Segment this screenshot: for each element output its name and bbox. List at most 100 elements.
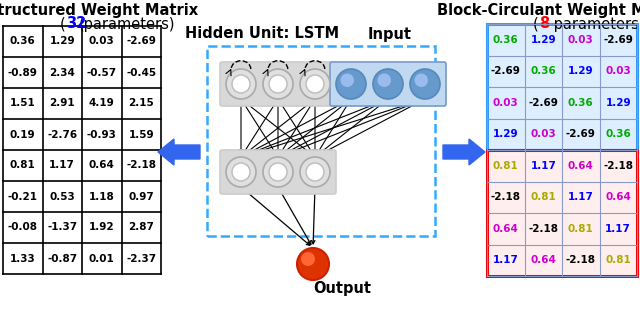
Text: 0.03: 0.03 xyxy=(531,129,556,139)
Circle shape xyxy=(232,163,250,181)
Circle shape xyxy=(226,157,256,187)
Text: 0.81: 0.81 xyxy=(568,224,594,234)
Text: -0.87: -0.87 xyxy=(47,254,77,264)
Text: 0.36: 0.36 xyxy=(493,35,518,45)
FancyBboxPatch shape xyxy=(487,150,637,276)
Text: 32: 32 xyxy=(66,16,86,31)
FancyBboxPatch shape xyxy=(487,24,637,150)
Circle shape xyxy=(269,163,287,181)
Circle shape xyxy=(226,69,256,99)
Text: 1.59: 1.59 xyxy=(129,130,154,140)
Text: -0.21: -0.21 xyxy=(8,191,38,201)
Text: Output: Output xyxy=(313,281,371,296)
Text: 0.81: 0.81 xyxy=(493,161,518,171)
Text: Unstructured Weight Matrix: Unstructured Weight Matrix xyxy=(0,3,198,18)
Text: 0.03: 0.03 xyxy=(89,36,115,46)
Text: 1.17: 1.17 xyxy=(493,255,518,265)
FancyBboxPatch shape xyxy=(220,150,336,194)
Text: -2.18: -2.18 xyxy=(126,161,156,170)
Text: 1.17: 1.17 xyxy=(605,224,631,234)
Circle shape xyxy=(301,252,315,266)
Text: (: ( xyxy=(533,16,539,31)
Text: 0.03: 0.03 xyxy=(605,66,631,76)
Text: parameters): parameters) xyxy=(79,16,175,31)
Text: 0.64: 0.64 xyxy=(493,224,518,234)
Text: 1.29: 1.29 xyxy=(568,66,593,76)
Text: 1.17: 1.17 xyxy=(568,192,594,202)
Text: 0.03: 0.03 xyxy=(493,98,518,108)
FancyArrow shape xyxy=(443,139,485,165)
Text: -0.45: -0.45 xyxy=(126,67,156,77)
FancyBboxPatch shape xyxy=(220,62,336,106)
Circle shape xyxy=(297,248,329,280)
Text: 0.64: 0.64 xyxy=(89,161,115,170)
Circle shape xyxy=(415,73,428,87)
Text: 1.29: 1.29 xyxy=(605,98,631,108)
Circle shape xyxy=(336,69,366,99)
FancyBboxPatch shape xyxy=(330,62,446,106)
Text: 0.64: 0.64 xyxy=(605,192,631,202)
Text: parameters): parameters) xyxy=(549,16,640,31)
Circle shape xyxy=(263,69,293,99)
Text: 0.81: 0.81 xyxy=(531,192,556,202)
Text: 1.17: 1.17 xyxy=(49,161,75,170)
Text: 0.03: 0.03 xyxy=(568,35,594,45)
Text: 0.81: 0.81 xyxy=(605,255,631,265)
Text: -0.89: -0.89 xyxy=(8,67,38,77)
Text: -2.76: -2.76 xyxy=(47,130,77,140)
Text: -2.18: -2.18 xyxy=(528,224,558,234)
Text: Input: Input xyxy=(368,26,412,41)
Text: -2.69: -2.69 xyxy=(604,35,633,45)
Circle shape xyxy=(410,69,440,99)
Text: -2.18: -2.18 xyxy=(491,192,521,202)
Text: 0.81: 0.81 xyxy=(10,161,36,170)
Text: 0.01: 0.01 xyxy=(89,254,115,264)
Text: 2.15: 2.15 xyxy=(129,99,154,109)
Circle shape xyxy=(306,75,324,93)
Circle shape xyxy=(306,163,324,181)
Text: 0.36: 0.36 xyxy=(568,98,594,108)
Text: Block-Circulant Weight Matrix: Block-Circulant Weight Matrix xyxy=(437,3,640,18)
Text: -2.69: -2.69 xyxy=(528,98,558,108)
Text: 2.91: 2.91 xyxy=(49,99,75,109)
Text: 0.19: 0.19 xyxy=(10,130,36,140)
Text: 0.36: 0.36 xyxy=(531,66,556,76)
Text: -2.69: -2.69 xyxy=(491,66,521,76)
Text: -2.69: -2.69 xyxy=(126,36,156,46)
Text: 1.33: 1.33 xyxy=(10,254,36,264)
Text: 1.18: 1.18 xyxy=(89,191,115,201)
Text: 0.53: 0.53 xyxy=(49,191,75,201)
Text: 2.87: 2.87 xyxy=(128,222,154,232)
Text: -0.57: -0.57 xyxy=(86,67,117,77)
Text: 0.36: 0.36 xyxy=(605,129,631,139)
Text: 1.29: 1.29 xyxy=(493,129,518,139)
Circle shape xyxy=(300,69,330,99)
Text: 8: 8 xyxy=(539,16,549,31)
Circle shape xyxy=(373,69,403,99)
Text: -2.18: -2.18 xyxy=(604,161,633,171)
Text: -2.18: -2.18 xyxy=(566,255,596,265)
Text: 4.19: 4.19 xyxy=(89,99,115,109)
Text: 1.51: 1.51 xyxy=(10,99,36,109)
Text: -2.69: -2.69 xyxy=(566,129,596,139)
Text: -2.37: -2.37 xyxy=(126,254,156,264)
Text: -0.93: -0.93 xyxy=(87,130,116,140)
Text: (: ( xyxy=(79,16,85,31)
Text: -1.37: -1.37 xyxy=(47,222,77,232)
Text: 0.64: 0.64 xyxy=(531,255,556,265)
Text: 0.97: 0.97 xyxy=(129,191,154,201)
Text: 0.36: 0.36 xyxy=(10,36,36,46)
FancyArrow shape xyxy=(158,139,200,165)
Text: -0.08: -0.08 xyxy=(8,222,38,232)
Circle shape xyxy=(378,73,391,87)
Circle shape xyxy=(232,75,250,93)
Circle shape xyxy=(263,157,293,187)
Text: 1.29: 1.29 xyxy=(531,35,556,45)
Text: (: ( xyxy=(60,16,66,31)
Text: 1.29: 1.29 xyxy=(49,36,75,46)
Text: Hidden Unit: LSTM: Hidden Unit: LSTM xyxy=(185,26,339,41)
Text: 1.92: 1.92 xyxy=(89,222,115,232)
Circle shape xyxy=(340,73,354,87)
Text: 2.34: 2.34 xyxy=(49,67,75,77)
Circle shape xyxy=(269,75,287,93)
